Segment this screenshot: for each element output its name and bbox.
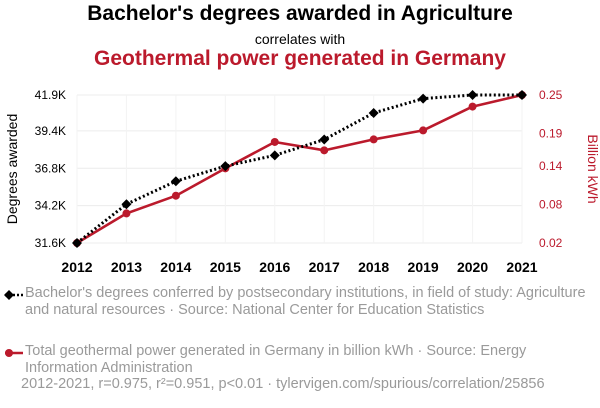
series xyxy=(72,90,527,248)
data-point-degrees xyxy=(368,107,379,118)
legend-marker-degrees xyxy=(4,290,23,300)
series-line-geothermal xyxy=(76,93,523,245)
legend-marker-geothermal xyxy=(5,349,23,357)
x-tick-label: 2017 xyxy=(309,259,340,275)
x-tick-label: 2013 xyxy=(111,259,142,275)
chart-subtitle: correlates with xyxy=(254,31,346,47)
data-point-geothermal xyxy=(122,209,131,218)
series-line-degrees xyxy=(76,93,522,245)
data-point-geothermal xyxy=(468,102,477,111)
y-right-tick-label: 0.08 xyxy=(539,197,563,211)
data-point-geothermal xyxy=(419,126,428,135)
x-tick-label: 2014 xyxy=(160,259,191,275)
y-right-tick-label: 0.25 xyxy=(539,88,563,102)
x-tick-label: 2020 xyxy=(457,259,488,275)
y-left-tick-label: 31.6K xyxy=(35,236,66,250)
y-right-tick-label: 0.14 xyxy=(539,159,563,173)
data-point-geothermal xyxy=(171,191,180,200)
y-right-axis-label: Billion kWh xyxy=(585,134,600,203)
footer-stats: 2012-2021, r=0.975, r²=0.951, p<0.01 · t… xyxy=(21,376,545,392)
y-left-tick-label: 41.9K xyxy=(35,88,66,102)
data-point-degrees xyxy=(467,90,478,100)
x-tick-label: 2012 xyxy=(61,259,92,275)
data-point-degrees xyxy=(170,176,181,187)
x-tick-label: 2019 xyxy=(408,259,439,275)
y-left-tick-label: 36.8K xyxy=(35,161,66,175)
y-right-tick-label: 0.02 xyxy=(539,236,563,250)
data-point-degrees xyxy=(121,199,132,210)
grid-lines xyxy=(76,94,523,244)
data-point-geothermal xyxy=(270,137,279,146)
legend-text-degrees: Bachelor's degrees conferred by postseco… xyxy=(25,285,586,318)
data-point-degrees xyxy=(418,93,429,104)
data-point-degrees xyxy=(269,150,280,161)
data-point-degrees xyxy=(319,134,330,145)
chart-title-secondary: Geothermal power generated in Germany xyxy=(94,47,506,70)
y-right-tick-label: 0.19 xyxy=(539,127,563,141)
x-tick-label: 2015 xyxy=(210,259,241,275)
data-point-degrees xyxy=(220,161,231,172)
y-left-axis-label: Degrees awarded xyxy=(4,114,20,225)
x-tick-label: 2016 xyxy=(259,259,290,275)
x-tick-label: 2021 xyxy=(506,259,537,275)
legend-text-geothermal: Total geothermal power generated in Germ… xyxy=(25,343,527,376)
y-left-tick-label: 34.2K xyxy=(35,199,66,213)
data-point-degrees xyxy=(72,238,82,248)
data-point-geothermal xyxy=(320,146,329,155)
chart-title: Bachelor's degrees awarded in Agricultur… xyxy=(87,2,513,25)
data-point-geothermal xyxy=(369,135,378,144)
data-point-degrees xyxy=(517,90,527,100)
x-tick-label: 2018 xyxy=(358,259,389,275)
y-left-tick-label: 39.4K xyxy=(35,124,66,138)
axes: 31.6K 34.2K 36.8K 39.4K 41.9K 0.02 0.08 0.14 0.1… xyxy=(4,88,600,275)
